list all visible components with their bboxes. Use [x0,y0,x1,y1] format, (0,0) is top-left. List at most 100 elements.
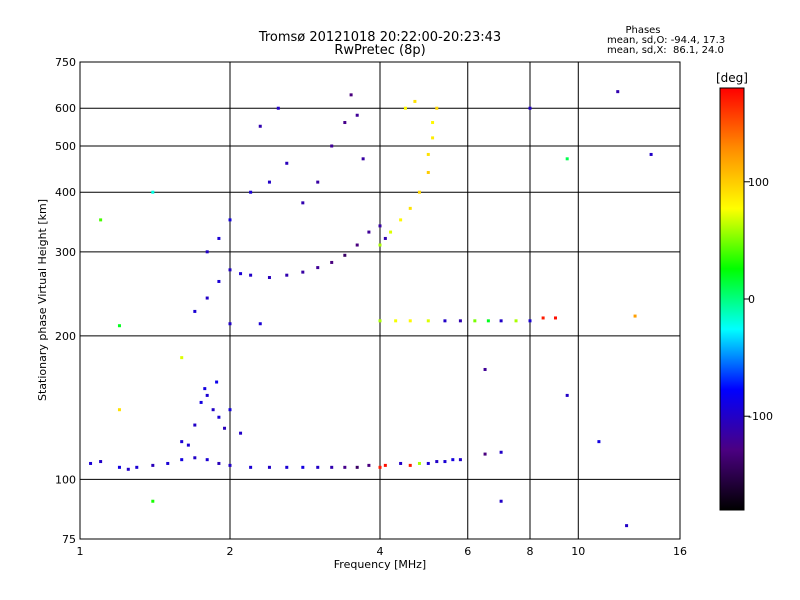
data-point [499,499,503,503]
data-point [316,266,320,270]
y-tick-label: 300 [55,246,76,259]
chart-subtitle: RwPretec (8p) [334,43,425,58]
x-axis-label: Frequency [MHz] [334,558,426,571]
y-axis-label: Stationary phase Virtual Height [km] [36,199,49,401]
data-point [435,460,439,464]
phase-stats-x: mean, sd,X: 86.1, 24.0 [607,45,724,56]
data-point [301,201,305,205]
x-tick-label: 6 [464,545,471,558]
data-point [239,272,243,276]
data-point [499,319,503,323]
data-point [217,415,221,419]
data-point [514,319,518,323]
data-point [99,218,103,222]
data-point [408,319,412,323]
colorbar-ticks: 100 0 -100 [744,176,773,423]
y-tick-label: 400 [55,186,76,199]
data-point [239,431,243,435]
data-point [483,452,487,456]
data-point [553,316,557,320]
data-point [403,106,407,110]
data-point [378,224,382,228]
data-point [117,408,121,412]
data-point [355,243,359,247]
data-point [285,161,289,165]
data-point [205,250,209,254]
x-axis-ticks: 1 2 4 6 8 10 16 [77,545,688,558]
x-tick-label: 16 [673,545,687,558]
data-point [435,106,439,110]
data-point [330,465,334,469]
data-point [193,309,197,313]
data-point [399,461,403,465]
data-point [451,458,455,462]
data-point [180,356,184,360]
data-point [215,380,219,384]
data-point [343,253,347,257]
data-point [408,206,412,210]
data-point [249,190,253,194]
data-point [249,465,253,469]
phase-stats-heading: Phases [625,25,660,36]
data-point [267,180,271,184]
data-point [528,106,532,110]
phase-stats-o: mean, sd,O: -94.4, 17.3 [607,35,725,46]
data-point [486,319,490,323]
data-point [258,322,262,326]
data-point [355,465,359,469]
data-point [383,236,387,240]
data-point [217,236,221,240]
colorbar [719,87,745,511]
data-point [267,276,271,280]
data-point [355,113,359,117]
data-point [417,461,421,465]
data-point [301,465,305,469]
data-point [203,387,207,391]
data-point [151,463,155,467]
data-point [499,450,503,454]
data-point [217,461,221,465]
data-point [343,121,347,125]
data-point [217,279,221,283]
data-point [426,319,430,323]
data-point [565,393,569,397]
x-tick-label: 1 [77,545,84,558]
data-point [135,465,139,469]
data-point [616,90,620,94]
data-point [223,426,227,430]
data-point [528,319,532,323]
data-point [117,324,121,328]
data-point [228,463,232,467]
data-point [205,393,209,397]
data-point [249,273,253,277]
data-point [473,319,477,323]
data-point [267,465,271,469]
data-point [378,319,382,323]
data-point [443,319,447,323]
data-point [151,190,155,194]
data-point [186,443,190,447]
data-point [330,144,334,148]
y-tick-label: 100 [55,473,76,486]
x-tick-label: 4 [377,545,384,558]
data-point [126,467,130,471]
data-point [228,268,232,272]
data-point [426,461,430,465]
data-point [301,270,305,274]
y-tick-label: 75 [62,533,76,546]
data-point [426,170,430,174]
data-point [431,121,435,125]
x-tick-label: 10 [571,545,585,558]
data-point [389,230,393,234]
data-points-layer [89,90,653,528]
data-point [458,319,462,323]
grid-layer [80,62,680,539]
data-point [316,180,320,184]
data-point [349,93,353,97]
data-point [205,296,209,300]
colorbar-label: [deg] [716,71,748,85]
data-point [378,243,382,247]
data-point [343,465,347,469]
data-point [597,440,601,444]
data-point [193,423,197,427]
